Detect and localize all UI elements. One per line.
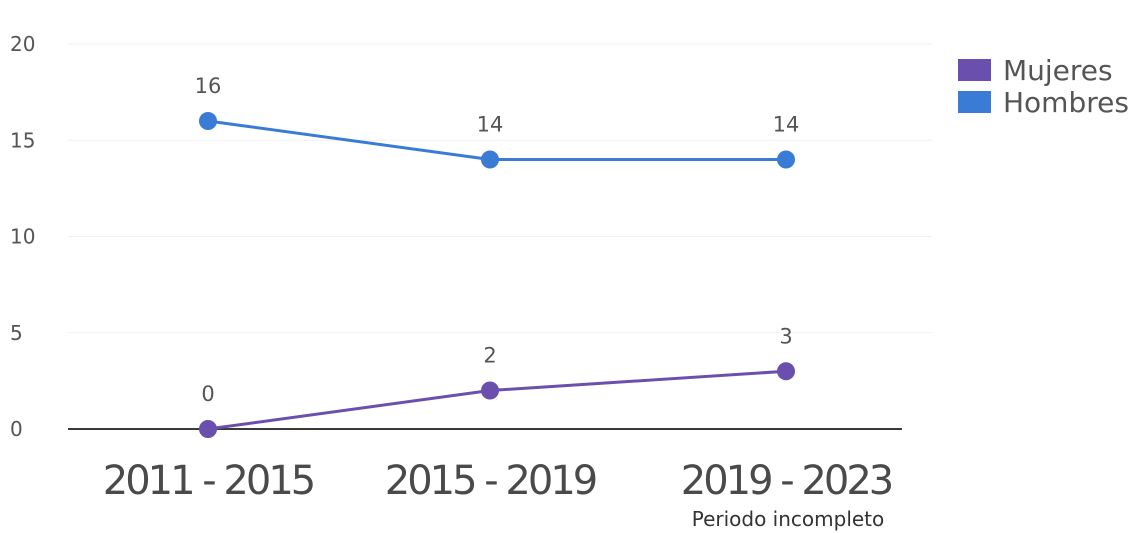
y-axis: 0 5 10 15 20 <box>10 32 35 441</box>
y-tick-label: 5 <box>10 321 23 345</box>
data-label: 0 <box>201 382 214 406</box>
y-tick-label: 0 <box>10 417 23 441</box>
series-mujeres: 0 2 3 <box>199 324 795 438</box>
data-point <box>199 112 217 130</box>
series-line <box>207 369 787 431</box>
series-layer: 0 2 3 16 14 14 <box>195 74 800 438</box>
period-note: Periodo incompleto <box>692 507 885 531</box>
x-tick-label: 2019 - 2023 <box>681 458 892 504</box>
grid-lines <box>68 43 932 334</box>
legend-swatch <box>958 91 991 113</box>
data-point <box>777 362 795 381</box>
legend-swatch <box>958 59 991 81</box>
data-point <box>777 150 795 169</box>
data-point <box>481 381 499 400</box>
legend-label: Mujeres <box>1003 54 1113 87</box>
data-point <box>481 150 499 169</box>
y-tick-label: 20 <box>10 32 35 56</box>
data-point <box>199 420 217 438</box>
series-hombres: 16 14 14 <box>195 74 800 169</box>
data-label: 16 <box>195 74 222 98</box>
legend-label: Hombres <box>1003 86 1129 119</box>
y-tick-label: 10 <box>10 225 35 249</box>
y-tick-label: 15 <box>10 128 35 152</box>
data-label: 3 <box>779 324 792 348</box>
x-axis: 2011 - 2015 2015 - 2019 2019 - 2023 Periodo… <box>103 458 895 531</box>
data-label: 14 <box>773 113 800 137</box>
x-tick-label: 2011 - 2015 <box>103 458 313 504</box>
x-tick-label: 2015 - 2019 <box>385 458 596 504</box>
data-label: 2 <box>483 344 496 368</box>
data-label: 14 <box>477 113 504 137</box>
